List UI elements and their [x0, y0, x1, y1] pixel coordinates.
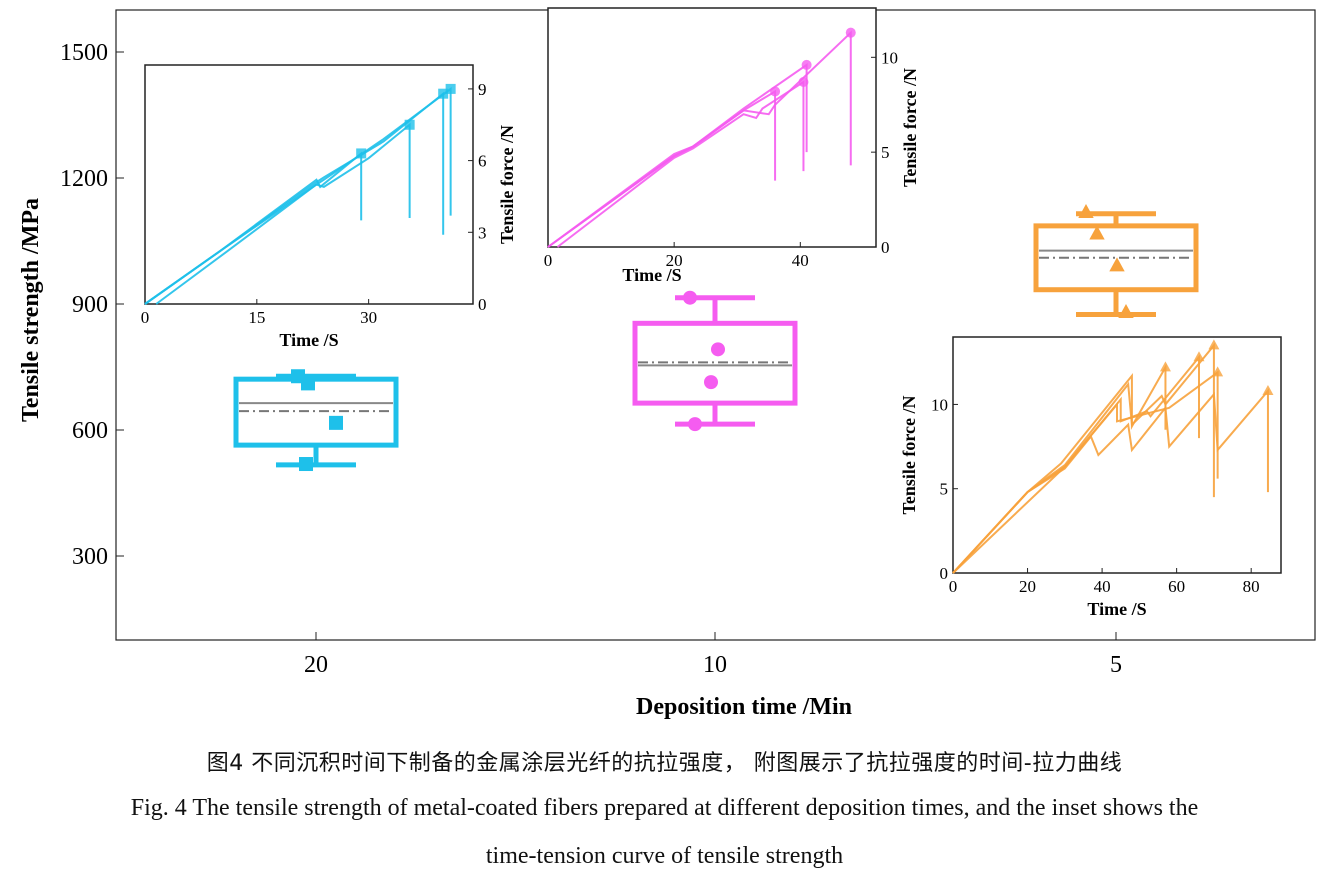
data-point — [683, 290, 697, 305]
inset-peak-marker — [845, 27, 856, 38]
inset-y-axis-label: Tensile force /N — [899, 396, 919, 515]
caption-english-line1: Fig. 4 The tensile strength of metal-coa… — [130, 795, 1199, 821]
inset-x-tick-label: 0 — [141, 308, 150, 327]
data-point — [1118, 304, 1134, 318]
inset-chart-10min: 0 20 40 0 5 10 Time /S Tensile force /N — [544, 7, 920, 285]
data-point — [1089, 225, 1105, 240]
x-tick-label: 20 — [304, 652, 328, 678]
caption-english-line2: time-tension curve of tensile strength — [485, 843, 844, 869]
inset-curve — [556, 80, 805, 248]
data-point — [299, 457, 313, 472]
inset-peak-marker — [1262, 384, 1274, 395]
inset-curve — [547, 30, 852, 248]
inset-x-axis-label: Time /S — [622, 265, 681, 285]
inset-x-axis-label: Time /S — [1087, 599, 1146, 619]
data-point — [301, 376, 315, 391]
inset-y-tick-label: 10 — [931, 395, 948, 414]
inset-chart-5min: 0 20 40 60 80 0 5 10 Time /S Tensile force /N — [899, 336, 1282, 619]
data-point — [688, 417, 702, 432]
y-tick-label: 900 — [72, 292, 108, 318]
data-point — [704, 375, 718, 390]
inset-y-tick-label: 5 — [881, 143, 890, 162]
inset-peak-marker — [1212, 366, 1224, 377]
inset-peak-marker — [801, 59, 812, 70]
inset-y-axis-label: Tensile force /N — [900, 68, 920, 187]
inset-x-axis-label: Time /S — [279, 330, 338, 350]
box-10 — [632, 290, 798, 432]
inset-x-tick-label: 80 — [1243, 577, 1260, 596]
inset-chart-20min: 0 15 30 0 3 6 9 Time /S Tensile force /N — [141, 64, 517, 350]
inset-x-tick-label: 15 — [248, 308, 265, 327]
data-point — [1078, 204, 1094, 219]
y-tick-label: 1500 — [60, 40, 108, 66]
inset-y-tick-label: 5 — [940, 480, 949, 499]
inset-x-tick-label: 40 — [792, 251, 809, 270]
inset-y-tick-label: 10 — [881, 48, 898, 67]
inset-y-axis-label: Tensile force /N — [497, 125, 517, 244]
y-tick-label: 1200 — [60, 166, 108, 192]
inset-y-tick-label: 0 — [940, 564, 949, 583]
inset-peak-marker — [1159, 361, 1171, 372]
inset-x-tick-label: 40 — [1094, 577, 1111, 596]
box-5 — [1033, 204, 1199, 318]
inset-x-tick-label: 0 — [949, 577, 958, 596]
caption-chinese: 图4 不同沉积时间下制备的金属涂层光纤的抗拉强度， 附图展示了抗拉强度的时间-拉… — [206, 751, 1123, 776]
x-axis-label: Deposition time /Min — [636, 694, 852, 720]
data-point — [1109, 257, 1125, 272]
inset-x-tick-label: 0 — [544, 251, 553, 270]
inset-y-tick-label: 0 — [478, 295, 487, 314]
inset-x-tick-label: 30 — [360, 308, 377, 327]
y-axis-label: Tensile strength /MPa — [18, 198, 44, 422]
y-tick-label: 300 — [72, 544, 108, 570]
inset-y-tick-label: 3 — [478, 223, 487, 242]
box — [233, 376, 399, 448]
inset-peak-marker — [404, 119, 415, 130]
data-point — [329, 415, 343, 430]
inset-x-tick-label: 20 — [1019, 577, 1036, 596]
inset-x-tick-label: 60 — [1168, 577, 1185, 596]
inset-x-tick-label: 20 — [666, 251, 683, 270]
inset-y-tick-label: 6 — [478, 152, 487, 171]
y-tick-label: 600 — [72, 418, 108, 444]
inset-peak-marker — [1208, 339, 1220, 350]
box-20 — [233, 369, 399, 472]
inset-y-tick-label: 9 — [478, 80, 487, 99]
x-tick-label: 10 — [703, 652, 727, 678]
inset-frame — [952, 336, 1282, 574]
inset-y-tick-label: 0 — [881, 238, 890, 257]
x-tick-label: 5 — [1110, 652, 1122, 678]
inset-peak-marker — [445, 83, 456, 94]
data-point — [711, 342, 725, 357]
